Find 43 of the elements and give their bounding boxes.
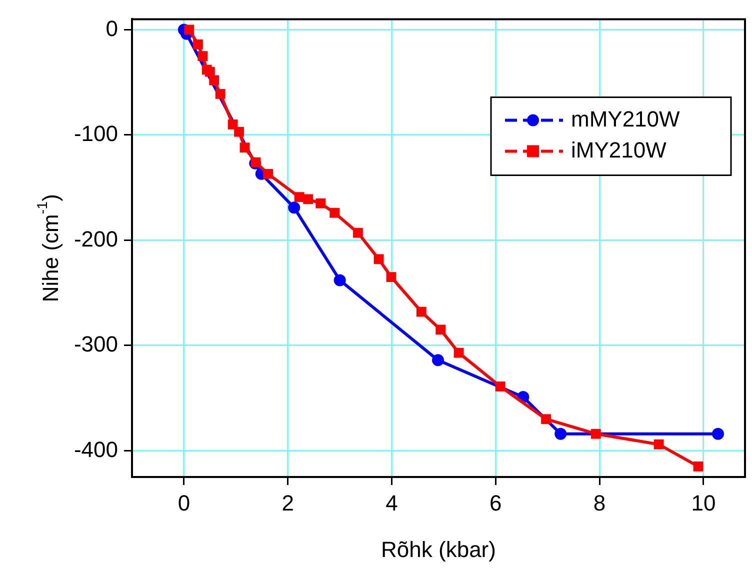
- point: [374, 254, 384, 264]
- y-tick-label: -100: [74, 121, 118, 146]
- point: [240, 142, 250, 153]
- point: [353, 228, 363, 238]
- point: [234, 126, 244, 137]
- point: [416, 306, 426, 317]
- point: [204, 66, 215, 77]
- y-axis-title: Nihe (cm-1): [35, 194, 64, 302]
- x-tick-label: 2: [282, 490, 294, 516]
- y-tick-label: -200: [74, 226, 118, 252]
- point: [193, 40, 203, 50]
- legend-label: mMY210W: [571, 106, 680, 132]
- point: [334, 274, 346, 286]
- point: [288, 202, 300, 214]
- legend-label: iMY210W: [571, 137, 667, 162]
- point: [184, 24, 194, 35]
- x-tick-label: 10: [691, 490, 716, 516]
- point: [263, 168, 274, 179]
- x-axis-title: Rõhk (kbar): [381, 537, 496, 562]
- point: [303, 194, 314, 204]
- point: [432, 354, 444, 366]
- point: [712, 428, 724, 440]
- x-tick-label: 8: [593, 490, 606, 516]
- x-tick-label: 0: [178, 490, 190, 516]
- y-tick-label: -300: [74, 332, 118, 357]
- point: [386, 272, 396, 282]
- point: [495, 382, 506, 392]
- point: [590, 428, 601, 439]
- point: [209, 75, 220, 86]
- point: [330, 208, 340, 218]
- point: [541, 414, 551, 424]
- x-tick-label: 6: [490, 490, 502, 516]
- point: [554, 428, 567, 440]
- point: [436, 324, 446, 335]
- x-tick-label: 4: [386, 490, 398, 516]
- point: [316, 198, 326, 208]
- point: [693, 462, 704, 472]
- point: [215, 88, 226, 99]
- point: [454, 348, 464, 358]
- point: [198, 51, 208, 61]
- point: [654, 439, 664, 450]
- y-tick-label: -400: [74, 436, 118, 462]
- y-tick-label: 0: [106, 16, 118, 41]
